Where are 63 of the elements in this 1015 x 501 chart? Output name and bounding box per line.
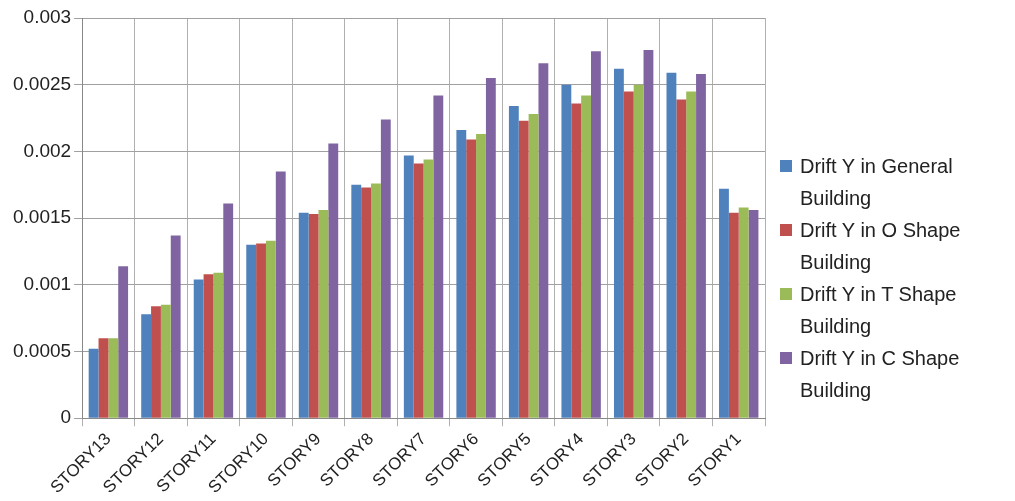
bar — [118, 266, 129, 418]
bar — [581, 95, 591, 418]
bar — [561, 84, 572, 418]
bar — [676, 99, 687, 418]
bar — [403, 155, 414, 418]
legend-label: Drift Y in General Building — [800, 154, 954, 211]
bar — [380, 119, 391, 418]
legend-label: Drift Y in O Shape Building — [800, 218, 962, 275]
y-tick-label: 0.003 — [23, 6, 72, 28]
bar — [643, 50, 654, 418]
bar — [141, 314, 152, 418]
bar — [223, 203, 234, 418]
bar — [423, 159, 434, 418]
bar — [518, 120, 529, 418]
y-tick-label: 0.002 — [23, 139, 72, 161]
bar — [719, 188, 729, 418]
bar — [485, 78, 496, 418]
bar — [696, 74, 706, 418]
bar — [351, 184, 362, 418]
bar — [591, 51, 601, 418]
bar — [275, 171, 286, 418]
bar — [203, 274, 214, 418]
bar — [193, 279, 204, 418]
bar — [256, 243, 266, 418]
bar — [88, 348, 99, 418]
bar — [371, 183, 381, 418]
bar — [433, 95, 444, 418]
bar — [456, 130, 467, 418]
y-tick-label: 0.0015 — [12, 206, 72, 228]
bar — [466, 139, 477, 418]
bar — [476, 134, 486, 418]
bar — [98, 338, 109, 418]
bar — [728, 212, 739, 418]
bar — [738, 207, 749, 418]
bar — [613, 68, 624, 418]
bar — [508, 106, 519, 418]
bar — [686, 91, 697, 418]
bar — [328, 143, 339, 418]
y-tick-label: 0 — [60, 406, 72, 428]
bar — [528, 114, 539, 418]
legend-label: Drift Y in T Shape Building — [800, 282, 958, 339]
bar — [265, 240, 276, 418]
y-tick-label: 0.0005 — [12, 339, 72, 361]
bar — [108, 338, 119, 418]
bar — [151, 306, 161, 418]
bar — [748, 210, 759, 418]
bar — [246, 244, 257, 418]
bar — [308, 214, 319, 418]
bar — [413, 163, 424, 418]
bar — [538, 63, 549, 418]
bar — [623, 91, 634, 418]
y-tick-label: 0.0025 — [12, 72, 72, 94]
bar — [298, 212, 309, 418]
bar — [160, 304, 171, 418]
bar — [318, 210, 329, 418]
bar — [571, 103, 582, 418]
bar — [666, 72, 677, 418]
bar — [213, 272, 224, 418]
bar — [361, 187, 372, 418]
bar — [170, 235, 181, 418]
bar — [633, 84, 644, 418]
legend-label: Drift Y in C Shape Building — [800, 346, 961, 403]
y-tick-label: 0.001 — [23, 273, 72, 295]
